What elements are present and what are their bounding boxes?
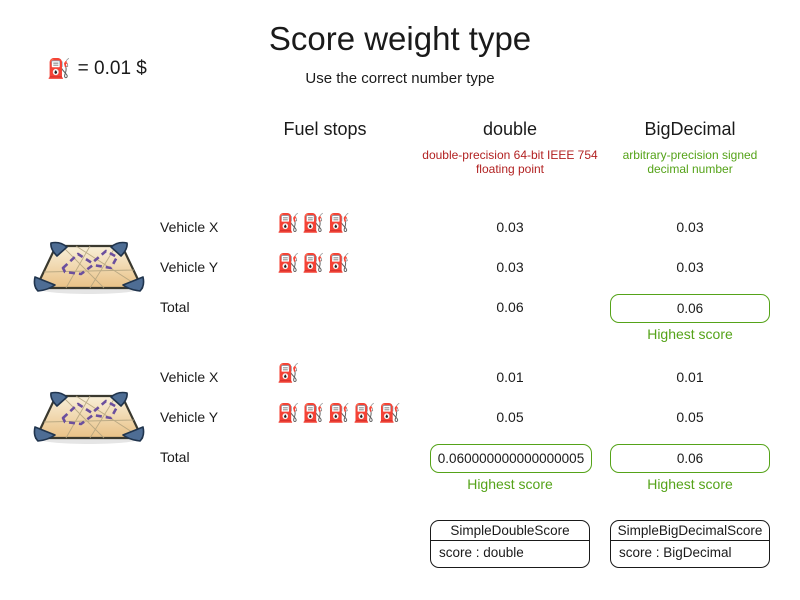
fuel-cost-legend-label: = 0.01 $ xyxy=(77,58,147,79)
highest-score-label: Highest score xyxy=(647,326,733,342)
row-label-vehicle-y: Vehicle Y xyxy=(160,409,219,425)
double-value: 0.01 xyxy=(496,369,524,385)
fuel-stops-icons: ⛽⛽⛽ xyxy=(277,213,354,234)
column-header-fuel-stops: Fuel stops xyxy=(283,119,367,139)
bigdecimal-value: 0.05 xyxy=(676,409,704,425)
double-value: 0.05 xyxy=(496,409,524,425)
route-map-icon xyxy=(33,241,145,294)
row-label-vehicle-x: Vehicle X xyxy=(160,219,219,235)
bigdecimal-value: 0.01 xyxy=(676,369,704,385)
class-box-simple-double-score: SimpleDoubleScore score : double xyxy=(430,520,590,568)
highest-score-label: Highest score xyxy=(467,476,553,492)
bigdecimal-total-box: 0.06 xyxy=(610,294,770,323)
fuel-pump-icon: ⛽ xyxy=(47,57,71,80)
fuel-stops-icons: ⛽⛽⛽⛽⛽ xyxy=(277,403,405,424)
page-title: Score weight type xyxy=(268,20,532,57)
page-subtitle: Use the correct number type xyxy=(305,70,495,87)
row-label-vehicle-x: Vehicle X xyxy=(160,369,219,385)
bigdecimal-total-box: 0.06 xyxy=(610,444,770,473)
row-label-vehicle-y: Vehicle Y xyxy=(160,259,219,275)
bigdecimal-type-description: arbitrary-precision signed decimal numbe… xyxy=(622,148,758,176)
route-map-icon xyxy=(33,391,145,444)
fuel-cost-legend: ⛽ = 0.01 $ xyxy=(47,58,147,80)
double-value: 0.03 xyxy=(496,219,524,235)
row-label-total: Total xyxy=(160,299,190,315)
bigdecimal-value: 0.03 xyxy=(676,219,704,235)
class-attribute: score : double xyxy=(439,545,524,560)
bigdecimal-total-value: 0.06 xyxy=(676,451,704,466)
double-type-description: double-precision 64-bit IEEE 754 floatin… xyxy=(422,148,598,176)
double-total-value: 0.06 xyxy=(496,299,524,315)
class-attribute: score : BigDecimal xyxy=(619,545,732,560)
double-total-box: 0.060000000000000005 xyxy=(430,444,592,473)
column-header-bigdecimal: BigDecimal xyxy=(644,119,736,139)
row-label-total: Total xyxy=(160,449,190,465)
column-header-double: double xyxy=(482,119,538,139)
fuel-stops-icons: ⛽ xyxy=(277,363,303,384)
double-value: 0.03 xyxy=(496,259,524,275)
double-total-value: 0.060000000000000005 xyxy=(437,451,585,466)
fuel-stops-icons: ⛽⛽⛽ xyxy=(277,253,354,274)
bigdecimal-value: 0.03 xyxy=(676,259,704,275)
class-name: SimpleBigDecimalScore xyxy=(611,521,769,541)
class-box-simple-bigdecimal-score: SimpleBigDecimalScore score : BigDecimal xyxy=(610,520,770,568)
highest-score-label: Highest score xyxy=(647,476,733,492)
class-name: SimpleDoubleScore xyxy=(431,521,589,541)
bigdecimal-total-value: 0.06 xyxy=(676,301,704,316)
